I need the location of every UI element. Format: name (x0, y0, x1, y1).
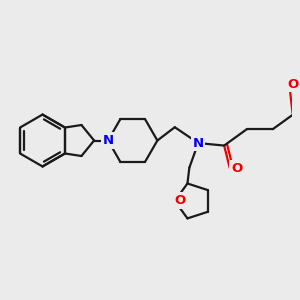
Text: O: O (231, 162, 242, 175)
Text: N: N (193, 136, 204, 149)
Text: O: O (174, 194, 185, 207)
Text: N: N (103, 134, 114, 147)
Text: O: O (287, 78, 299, 91)
